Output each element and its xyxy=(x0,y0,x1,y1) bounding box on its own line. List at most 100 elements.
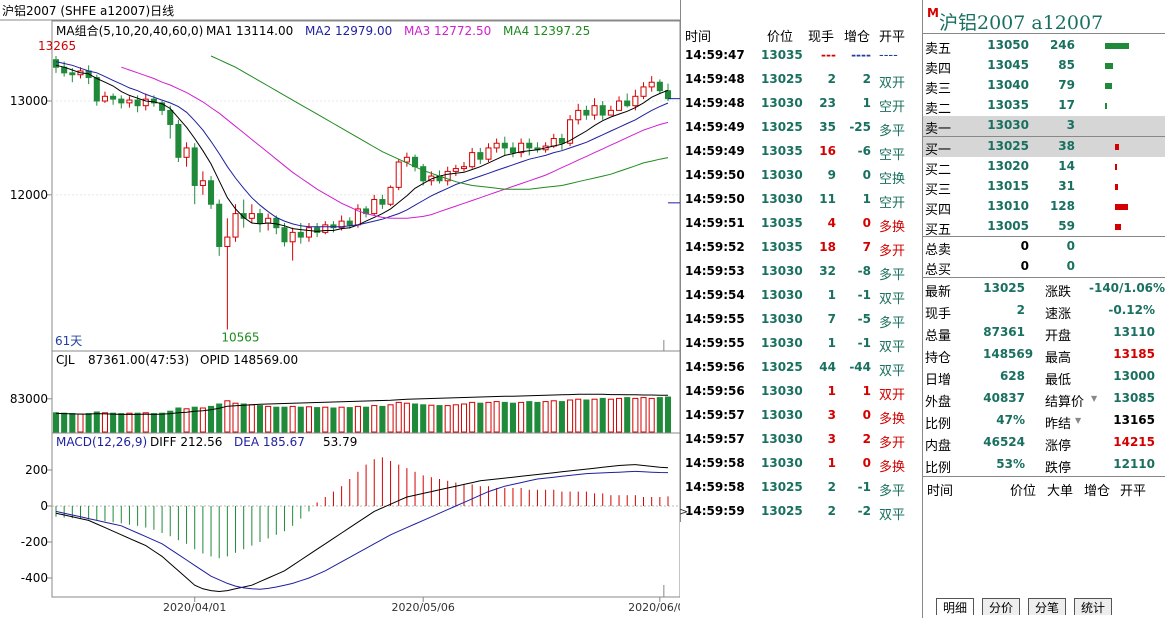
tick-row[interactable]: 14:59:48 13030 23 1 空开 xyxy=(681,92,923,116)
tick-row[interactable]: 14:59:50 13030 9 0 空换 xyxy=(681,164,923,188)
tick-vol: 3 xyxy=(827,432,836,446)
tick-row[interactable]: 14:59:52 13035 18 7 多开 xyxy=(681,236,923,260)
tick-row[interactable]: 14:59:47 13035 --- ---- ---- xyxy=(681,44,923,68)
dropdown-arrow-icon[interactable]: ▼ xyxy=(1091,394,1098,403)
candle xyxy=(150,98,157,104)
candle xyxy=(101,95,108,102)
tab-stats[interactable]: 统计 xyxy=(1074,598,1113,615)
orderbook-volume: 31 xyxy=(1058,179,1075,193)
candle xyxy=(624,100,631,107)
orderbook-label: 买二 xyxy=(925,163,952,178)
volume-bar xyxy=(542,401,549,433)
tick-row[interactable]: 14:59:50 13030 11 1 空开 xyxy=(681,188,923,212)
stat-label: 跌停 xyxy=(1045,461,1072,476)
candle xyxy=(256,213,264,224)
tab-price-dist[interactable]: 分价 xyxy=(982,598,1021,615)
tick-nature: 多平 xyxy=(879,316,906,331)
volume-bar xyxy=(550,400,557,433)
volume-bar xyxy=(224,400,231,433)
tick-row[interactable]: 14:59:49 13025 35 -25 多平 xyxy=(681,116,923,140)
orderbook-volume: 246 xyxy=(1049,38,1075,52)
candle xyxy=(632,95,639,107)
tick-row[interactable]: 14:59:59 13025 2 -2 双平 xyxy=(681,500,923,524)
tick-row[interactable]: 14:59:56 13030 1 1 双开 xyxy=(681,380,923,404)
tick-vol: 2 xyxy=(827,504,836,518)
stat-label: 涨停 xyxy=(1045,439,1072,454)
current-row-caret: > xyxy=(679,505,689,518)
opid-value: OPID 148569.00 xyxy=(200,353,298,367)
volume-bar xyxy=(85,413,92,433)
tick-row[interactable]: 14:59:55 13030 1 -1 双平 xyxy=(681,332,923,356)
orderbook-volume-bar xyxy=(1105,103,1107,109)
volume-bar xyxy=(599,397,606,433)
candle xyxy=(216,203,223,247)
stat-row: 内盘 46524 涨停 14215 xyxy=(923,432,1165,455)
tick-oi: 2 xyxy=(862,72,871,86)
kline-chart-area[interactable]: 13265 10565 12000 13000 83000 200 0 -200 -400 20… xyxy=(0,0,692,618)
stat-value: 14215 xyxy=(1113,435,1155,449)
candle xyxy=(452,168,459,172)
contract-title: 沪铝2007 a12007 xyxy=(939,12,1104,34)
tick-row[interactable]: 14:59:53 13030 32 -8 多平 xyxy=(681,260,923,284)
total-sell-row: 总卖 0 0 xyxy=(923,237,1165,258)
orderbook-volume-bar xyxy=(1105,63,1114,69)
volume-bar xyxy=(281,406,288,433)
tick-row[interactable]: 14:59:48 13025 2 2 双开 xyxy=(681,68,923,92)
candle xyxy=(493,142,500,149)
orderbook-row: 卖一 13030 3 xyxy=(923,116,1165,137)
tick-price: 13025 xyxy=(761,72,803,86)
tab-ticks[interactable]: 分笔 xyxy=(1028,598,1067,615)
total-sell-a: 0 xyxy=(1020,239,1029,253)
orderbook-volume: 128 xyxy=(1049,199,1075,213)
orderbook-price: 13030 xyxy=(987,118,1029,132)
orderbook-price: 13035 xyxy=(987,98,1029,112)
tick-row[interactable]: 14:59:55 13030 7 -5 多平 xyxy=(681,308,923,332)
stat-value: -0.12% xyxy=(1108,303,1155,317)
orderbook-volume: 59 xyxy=(1058,219,1075,233)
tick-row[interactable]: 14:59:49 13035 16 -6 空平 xyxy=(681,140,923,164)
orderbook-volume: 3 xyxy=(1066,118,1075,132)
volume-bar xyxy=(558,401,565,433)
orderbook-label: 卖三 xyxy=(925,82,952,97)
orderbook-price: 13005 xyxy=(987,219,1029,233)
tick-row[interactable]: 14:59:51 13035 4 0 多换 xyxy=(681,212,923,236)
volume-bar xyxy=(583,399,590,433)
volume-bar xyxy=(648,397,655,433)
stat-label: 最低 xyxy=(1045,373,1072,388)
candle xyxy=(656,81,663,92)
volume-bar xyxy=(616,397,623,433)
macd-value: 53.79 xyxy=(323,435,357,449)
stat-row: 总量 87361 开盘 13110 xyxy=(923,322,1165,345)
tick-oi: 2 xyxy=(862,432,871,446)
candle xyxy=(126,99,133,104)
tick-col-oi: 增仓 xyxy=(844,30,871,45)
tick-row[interactable]: 14:59:57 13030 3 2 多开 xyxy=(681,428,923,452)
tick-row[interactable]: 14:59:58 13030 1 0 多换 xyxy=(681,452,923,476)
volume-bar xyxy=(436,405,443,433)
stat-row: 比例 53% 跌停 12110 xyxy=(923,454,1165,477)
tab-detail[interactable]: 明细 xyxy=(936,598,975,615)
tick-row[interactable]: 14:59:57 13030 3 0 多换 xyxy=(681,404,923,428)
tick-vol: 23 xyxy=(819,96,836,110)
tick-list-panel[interactable]: 时间 价位 现手 增仓 开平 14:59:47 13035 --- ---- ---- 1… xyxy=(679,0,923,524)
tick-row[interactable]: 14:59:54 13030 1 -1 双平 xyxy=(681,284,923,308)
stat-label: 最高 xyxy=(1045,351,1072,366)
volume-bar xyxy=(338,406,345,433)
candle xyxy=(460,166,468,170)
tick-vol: 18 xyxy=(819,240,836,254)
volume-bar xyxy=(346,407,353,433)
macd-tick-label: -200 xyxy=(21,535,48,549)
stat-label: 现手 xyxy=(925,307,952,322)
dropdown-arrow-icon[interactable]: ▼ xyxy=(1075,416,1082,425)
candle xyxy=(599,105,606,116)
stat-label: 日增 xyxy=(925,373,952,388)
tick-time: 14:59:55 xyxy=(685,312,745,326)
volume-bar xyxy=(567,399,574,433)
tick-time: 14:59:53 xyxy=(685,264,745,278)
tick-nature: ---- xyxy=(879,48,898,63)
kline-chart-svg[interactable]: 13265 10565 12000 13000 83000 200 0 -200 -400 20… xyxy=(0,0,692,618)
tick-row[interactable]: 14:59:56 13025 44 -44 双平 xyxy=(681,356,923,380)
tick-row[interactable]: 14:59:58 13025 2 -1 多平 xyxy=(681,476,923,500)
volume-bar xyxy=(52,412,60,433)
tick-nature: 空平 xyxy=(879,148,906,163)
